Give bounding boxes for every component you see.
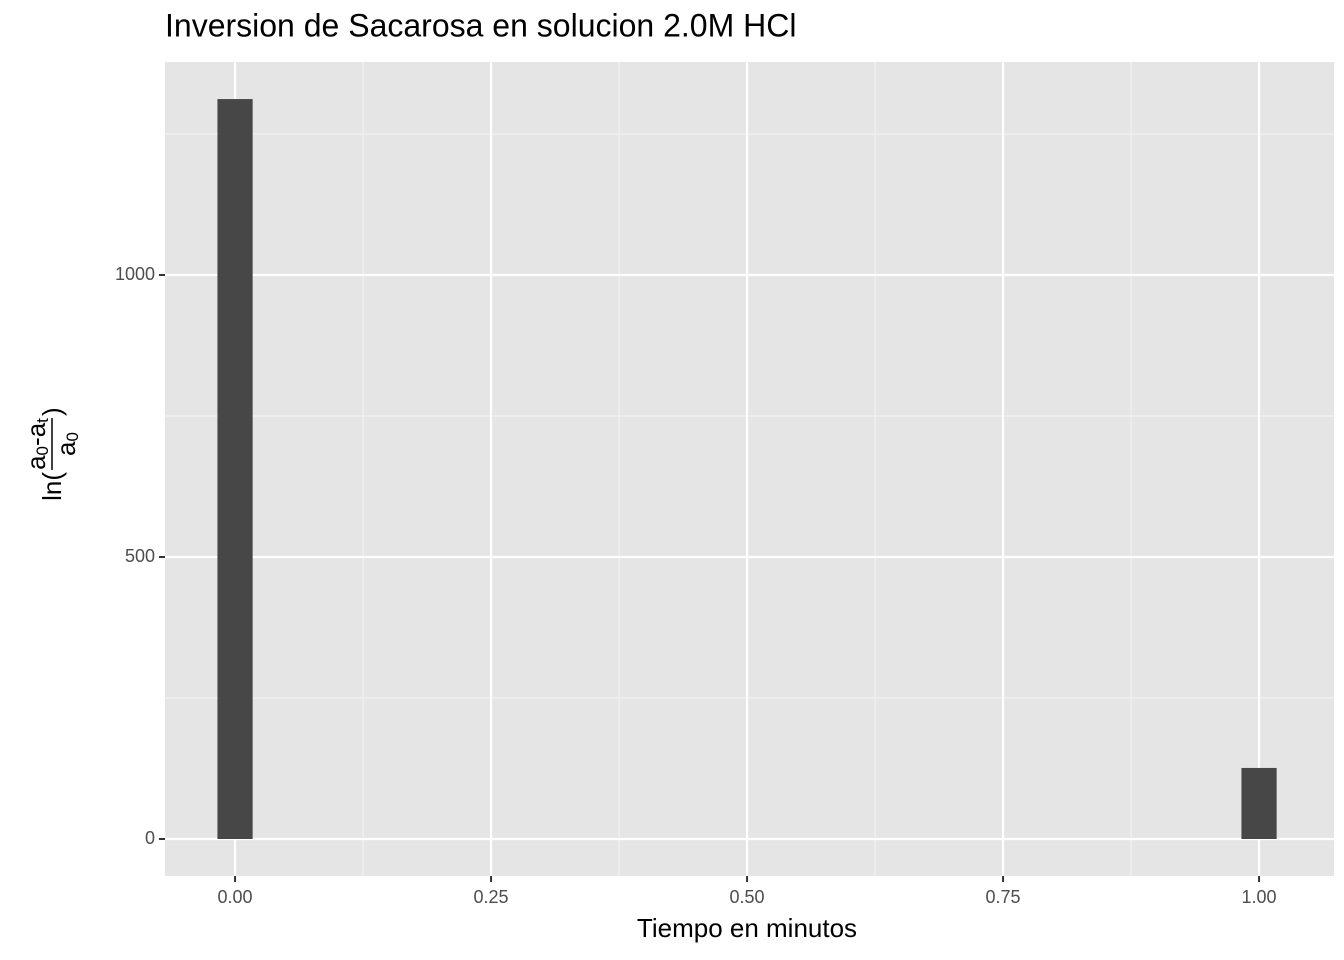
plot-background — [165, 62, 1334, 876]
label-sub: t — [33, 418, 52, 423]
x-tick-label: 1.00 — [1242, 887, 1277, 907]
y-label-numerator: a0-at — [21, 418, 53, 470]
x-axis-label: Tiempo en minutos — [637, 913, 857, 943]
x-tick-label: 0.75 — [986, 887, 1021, 907]
y-tick-label: 0 — [145, 828, 155, 848]
x-tick-label: 0.25 — [474, 887, 509, 907]
chart-title: Inversion de Sacarosa en solucion 2.0M H… — [165, 7, 796, 43]
y-axis-label: ln( a0-at a0 ) — [21, 407, 83, 501]
x-tick-label: 0.50 — [730, 887, 765, 907]
label-sub: 0 — [63, 432, 82, 441]
y-label-prefix: ln( — [37, 472, 67, 501]
bar — [217, 99, 253, 840]
bar — [1241, 767, 1277, 840]
label-part: a — [21, 455, 51, 470]
label-part: a — [51, 441, 81, 456]
y-label-suffix: ) — [37, 407, 67, 416]
y-tick-label: 1000 — [115, 264, 155, 284]
y-tick-label: 500 — [125, 546, 155, 566]
y-label-denominator: a0 — [51, 432, 83, 456]
x-tick-label: 0.00 — [218, 887, 253, 907]
label-sub: 0 — [33, 446, 52, 455]
label-part: -a — [21, 422, 51, 446]
